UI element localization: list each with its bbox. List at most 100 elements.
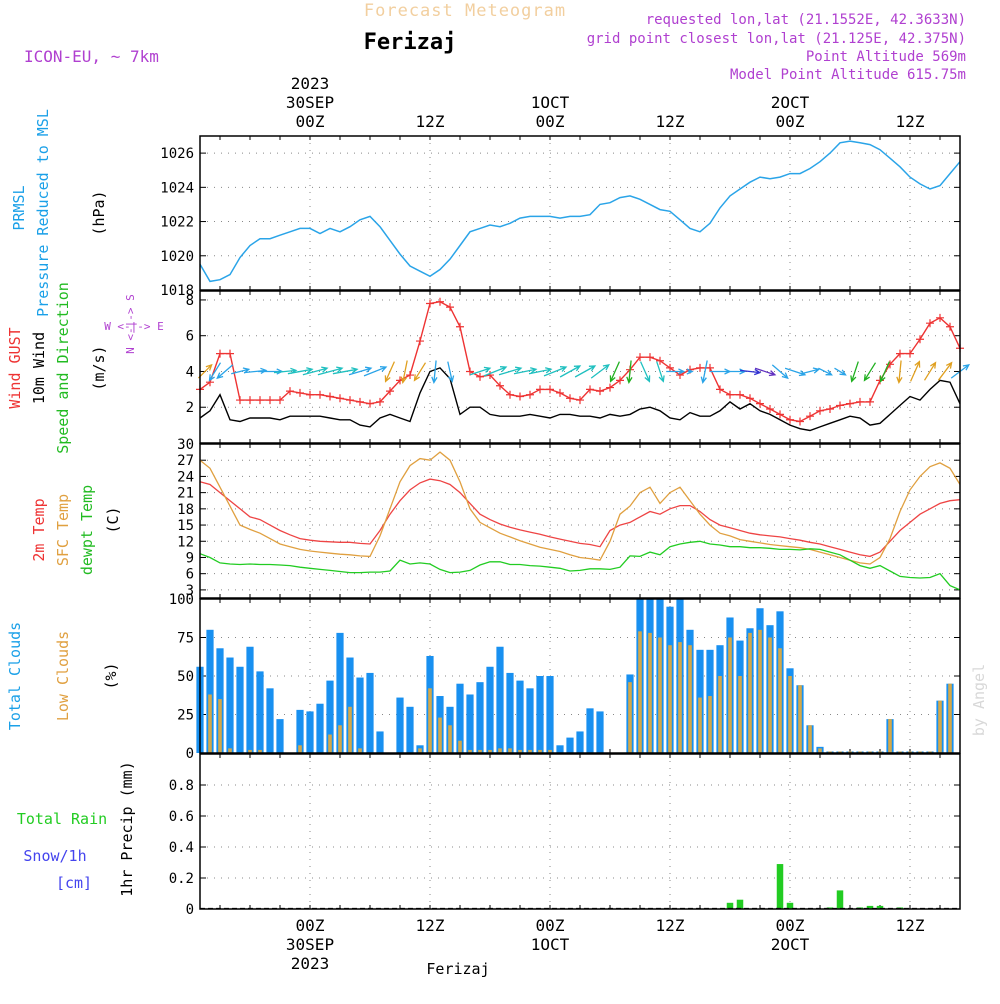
low-cloud-bar bbox=[668, 645, 672, 753]
gust-marker bbox=[796, 417, 804, 426]
low-cloud-bar bbox=[648, 632, 652, 753]
gust-marker bbox=[886, 360, 894, 369]
low-cloud-bar bbox=[928, 751, 932, 753]
gust-marker bbox=[696, 363, 704, 372]
gust-marker bbox=[636, 353, 644, 362]
total-cloud-bar bbox=[296, 709, 304, 753]
wind-arrow bbox=[640, 361, 651, 383]
total-cloud-bar bbox=[276, 719, 284, 753]
wind-arrow bbox=[559, 365, 582, 378]
model-label: ICON-EU, ~ 7km bbox=[24, 47, 159, 66]
gust-marker bbox=[456, 322, 464, 331]
total-cloud-bar bbox=[576, 731, 584, 753]
low-cloud-bar bbox=[548, 749, 552, 753]
bottom-time-label: 1OCT bbox=[531, 935, 570, 954]
total-cloud-bar bbox=[536, 676, 544, 753]
wind-arrow bbox=[725, 368, 747, 375]
low-cloud-bar bbox=[858, 751, 862, 753]
low-cloud-bar bbox=[898, 751, 902, 753]
low-cloud-bar bbox=[428, 688, 432, 753]
gust-marker bbox=[566, 394, 574, 403]
wind-arrow bbox=[740, 368, 762, 376]
location-title: Ferizaj bbox=[364, 30, 457, 55]
total-cloud-bar bbox=[246, 646, 254, 753]
y-tick-label: 1020 bbox=[160, 249, 194, 265]
wind-arrow bbox=[287, 367, 314, 375]
y-tick-label: 25 bbox=[177, 708, 194, 724]
gust-marker bbox=[256, 396, 264, 405]
gust-marker bbox=[546, 385, 554, 394]
gust-marker bbox=[766, 405, 774, 414]
total-cloud-bar bbox=[326, 680, 334, 753]
low-cloud-bar bbox=[348, 706, 352, 753]
gust-marker bbox=[746, 394, 754, 403]
gust-marker bbox=[466, 367, 474, 376]
wind-panel: 2 4 6 8 bbox=[186, 291, 971, 443]
precip-bar bbox=[876, 905, 884, 909]
y-tick-label: 1018 bbox=[160, 283, 194, 299]
gust-marker bbox=[676, 371, 684, 380]
wind-arrow bbox=[413, 362, 427, 382]
total-cloud-bar bbox=[486, 666, 494, 753]
low-cloud-bar bbox=[258, 749, 262, 753]
wind-line bbox=[199, 367, 961, 432]
y-tick-label: 12 bbox=[177, 534, 194, 550]
y-tick-label: 1024 bbox=[160, 180, 194, 196]
total-cloud-bar bbox=[306, 711, 314, 753]
watermark: by Angel bbox=[970, 664, 988, 736]
compass-ns: N <-|-> S bbox=[124, 294, 137, 354]
gust-marker bbox=[366, 399, 374, 408]
t2m-line bbox=[199, 478, 961, 558]
wind-arrow bbox=[700, 360, 708, 384]
rain-label: Total Rain bbox=[17, 810, 107, 828]
wind-arrow bbox=[332, 367, 359, 375]
gust-marker bbox=[846, 399, 854, 408]
wind-arrow bbox=[834, 367, 847, 376]
wind-arrow bbox=[923, 361, 937, 381]
total-cloud-bar bbox=[266, 688, 274, 753]
y-tick-label: 2 bbox=[186, 400, 194, 416]
gust-marker bbox=[416, 337, 424, 346]
top-time-label: 2023 bbox=[291, 74, 330, 93]
precip-bar bbox=[866, 905, 874, 909]
total-cloud-bar bbox=[586, 708, 594, 753]
wind-arrow bbox=[771, 364, 789, 380]
low-cloud-bar bbox=[688, 645, 692, 753]
dewpoint-line bbox=[199, 540, 961, 591]
total-cloud-bar bbox=[516, 680, 524, 753]
low-cloud-bar bbox=[438, 717, 442, 753]
gust-marker bbox=[926, 319, 934, 328]
gust-marker bbox=[506, 390, 514, 399]
low-cloud-bar bbox=[208, 694, 212, 753]
low-cloud-bar bbox=[708, 696, 712, 753]
total-cloud-bar bbox=[526, 688, 534, 753]
bottom-time-label: 30SEP bbox=[286, 935, 334, 954]
total-cloud-bar bbox=[456, 683, 464, 753]
gust-marker bbox=[476, 372, 484, 381]
y-tick-label: 15 bbox=[177, 518, 194, 534]
low-cloud-bar bbox=[638, 631, 642, 753]
gust-marker bbox=[946, 322, 954, 331]
gust-marker bbox=[296, 388, 304, 397]
low-cloud-bar bbox=[918, 751, 922, 753]
top-time-label: 12Z bbox=[416, 112, 445, 131]
footer-location: Ferizaj bbox=[426, 960, 489, 978]
y-tick-label: 21 bbox=[177, 486, 194, 502]
gust-marker bbox=[606, 383, 614, 392]
total-cloud-bar bbox=[226, 657, 234, 753]
total-cloud-bar bbox=[566, 737, 574, 753]
gust-label: Wind GUST bbox=[6, 327, 24, 408]
low-cloud-bar bbox=[248, 749, 252, 753]
wind-arrow bbox=[363, 366, 388, 377]
wind-arrow bbox=[910, 360, 921, 382]
wind-label: 10m Wind bbox=[30, 332, 48, 404]
gust-marker bbox=[856, 397, 864, 406]
gust-marker bbox=[426, 299, 434, 308]
clouds-border bbox=[199, 598, 961, 754]
wind-arrow bbox=[243, 367, 268, 375]
wind-unit: (m/s) bbox=[90, 345, 108, 390]
y-tick-label: 4 bbox=[186, 364, 194, 380]
gust-marker bbox=[446, 303, 454, 312]
low-cloud-bar bbox=[418, 748, 422, 753]
gust-marker bbox=[816, 406, 824, 415]
